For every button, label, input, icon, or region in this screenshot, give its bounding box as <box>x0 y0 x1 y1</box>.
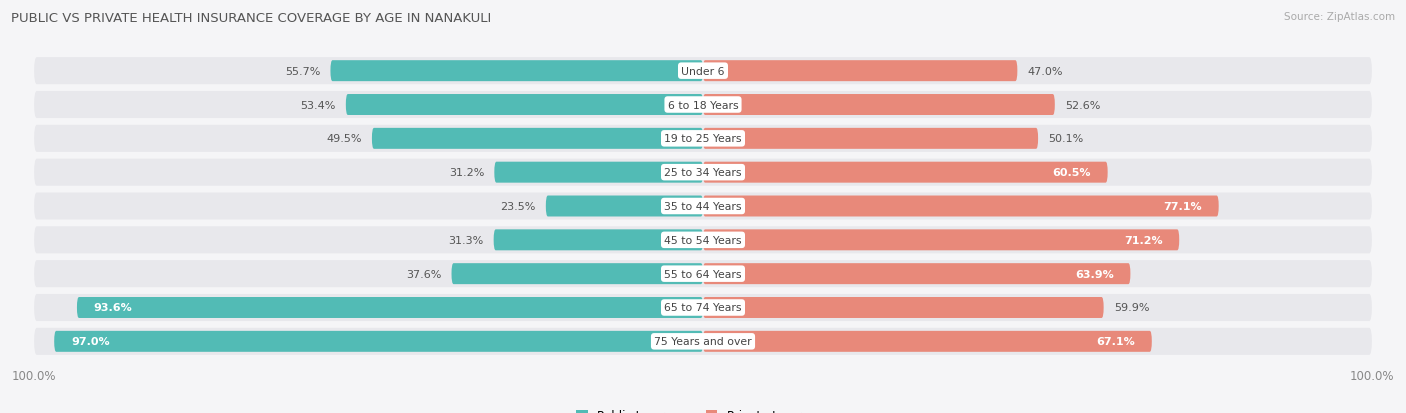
FancyBboxPatch shape <box>34 227 1372 254</box>
FancyBboxPatch shape <box>703 196 1219 217</box>
FancyBboxPatch shape <box>703 128 1038 150</box>
Text: 45 to 54 Years: 45 to 54 Years <box>664 235 742 245</box>
Text: 65 to 74 Years: 65 to 74 Years <box>664 303 742 313</box>
FancyBboxPatch shape <box>34 328 1372 355</box>
Text: 53.4%: 53.4% <box>301 100 336 110</box>
FancyBboxPatch shape <box>703 297 1104 318</box>
FancyBboxPatch shape <box>34 126 1372 152</box>
Text: 31.3%: 31.3% <box>449 235 484 245</box>
Text: Source: ZipAtlas.com: Source: ZipAtlas.com <box>1284 12 1395 22</box>
FancyBboxPatch shape <box>34 58 1372 85</box>
FancyBboxPatch shape <box>34 92 1372 119</box>
FancyBboxPatch shape <box>703 263 1130 285</box>
FancyBboxPatch shape <box>703 95 1054 116</box>
Text: 47.0%: 47.0% <box>1028 66 1063 76</box>
Text: 37.6%: 37.6% <box>406 269 441 279</box>
FancyBboxPatch shape <box>546 196 703 217</box>
FancyBboxPatch shape <box>330 61 703 82</box>
Legend: Public Insurance, Private Insurance: Public Insurance, Private Insurance <box>571 404 835 413</box>
Text: PUBLIC VS PRIVATE HEALTH INSURANCE COVERAGE BY AGE IN NANAKULI: PUBLIC VS PRIVATE HEALTH INSURANCE COVER… <box>11 12 492 25</box>
Text: 6 to 18 Years: 6 to 18 Years <box>668 100 738 110</box>
Text: Under 6: Under 6 <box>682 66 724 76</box>
Text: 25 to 34 Years: 25 to 34 Years <box>664 168 742 178</box>
Text: 93.6%: 93.6% <box>94 303 132 313</box>
Text: 77.1%: 77.1% <box>1163 202 1202 211</box>
Text: 23.5%: 23.5% <box>501 202 536 211</box>
FancyBboxPatch shape <box>703 162 1108 183</box>
FancyBboxPatch shape <box>346 95 703 116</box>
FancyBboxPatch shape <box>34 261 1372 287</box>
Text: 63.9%: 63.9% <box>1076 269 1114 279</box>
FancyBboxPatch shape <box>34 193 1372 220</box>
Text: 19 to 25 Years: 19 to 25 Years <box>664 134 742 144</box>
Text: 97.0%: 97.0% <box>70 337 110 347</box>
FancyBboxPatch shape <box>34 159 1372 186</box>
Text: 52.6%: 52.6% <box>1064 100 1101 110</box>
FancyBboxPatch shape <box>494 230 703 251</box>
Text: 59.9%: 59.9% <box>1114 303 1149 313</box>
FancyBboxPatch shape <box>77 297 703 318</box>
FancyBboxPatch shape <box>55 331 703 352</box>
FancyBboxPatch shape <box>451 263 703 285</box>
FancyBboxPatch shape <box>373 128 703 150</box>
FancyBboxPatch shape <box>495 162 703 183</box>
Text: 67.1%: 67.1% <box>1097 337 1135 347</box>
Text: 55.7%: 55.7% <box>285 66 321 76</box>
Text: 50.1%: 50.1% <box>1047 134 1084 144</box>
Text: 35 to 44 Years: 35 to 44 Years <box>664 202 742 211</box>
Text: 49.5%: 49.5% <box>326 134 361 144</box>
FancyBboxPatch shape <box>703 331 1152 352</box>
Text: 31.2%: 31.2% <box>449 168 484 178</box>
FancyBboxPatch shape <box>34 294 1372 321</box>
FancyBboxPatch shape <box>703 61 1018 82</box>
Text: 60.5%: 60.5% <box>1053 168 1091 178</box>
Text: 71.2%: 71.2% <box>1123 235 1163 245</box>
Text: 55 to 64 Years: 55 to 64 Years <box>664 269 742 279</box>
FancyBboxPatch shape <box>703 230 1180 251</box>
Text: 75 Years and over: 75 Years and over <box>654 337 752 347</box>
